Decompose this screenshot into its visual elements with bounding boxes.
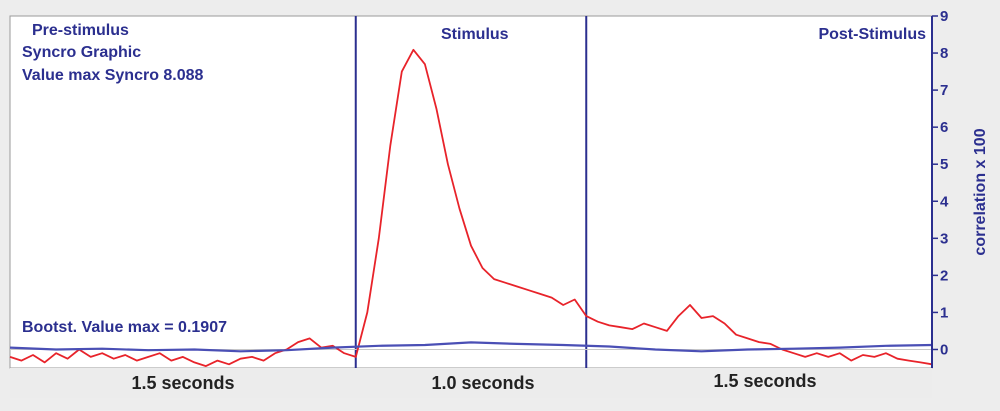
y-tick-label-9: 9 bbox=[940, 8, 948, 25]
annotation-pre-stimulus: Pre-stimulus bbox=[32, 22, 129, 39]
y-tick-label-6: 6 bbox=[940, 119, 948, 136]
series-layer bbox=[9, 48, 933, 368]
annotation-stimulus: Stimulus bbox=[441, 26, 509, 43]
y-tick-label-3: 3 bbox=[940, 230, 948, 247]
y-axis-label: correlation x 100 bbox=[972, 128, 989, 255]
syncro-series-line bbox=[9, 48, 933, 368]
segment-label-stimulus: 1.0 seconds bbox=[431, 373, 534, 393]
y-tick-label-2: 2 bbox=[940, 267, 948, 284]
y-axis: 0 1 2 3 4 5 6 7 8 9 bbox=[931, 8, 949, 368]
stimulus-dividers bbox=[354, 16, 588, 368]
annotation-bootstrap-max: Bootst. Value max = 0.1907 bbox=[22, 319, 227, 336]
segment-label-post: 1.5 seconds bbox=[713, 371, 816, 391]
y-tick-label-7: 7 bbox=[940, 82, 948, 99]
y-tick-label-4: 4 bbox=[940, 193, 949, 210]
y-tick-label-1: 1 bbox=[940, 304, 948, 321]
annotation-value-max: Value max Syncro 8.088 bbox=[22, 67, 204, 84]
time-segment-band bbox=[10, 368, 932, 398]
annotation-syncro-graphic: Syncro Graphic bbox=[22, 44, 141, 61]
bootstrap-series-line bbox=[9, 341, 933, 353]
annotation-post-stimulus: Post-Stimulus bbox=[818, 26, 926, 43]
y-tick-label-8: 8 bbox=[940, 45, 948, 62]
y-tick-label-0: 0 bbox=[940, 341, 948, 358]
plot-area bbox=[9, 15, 933, 369]
segment-label-pre: 1.5 seconds bbox=[131, 373, 234, 393]
y-tick-label-5: 5 bbox=[940, 156, 948, 173]
